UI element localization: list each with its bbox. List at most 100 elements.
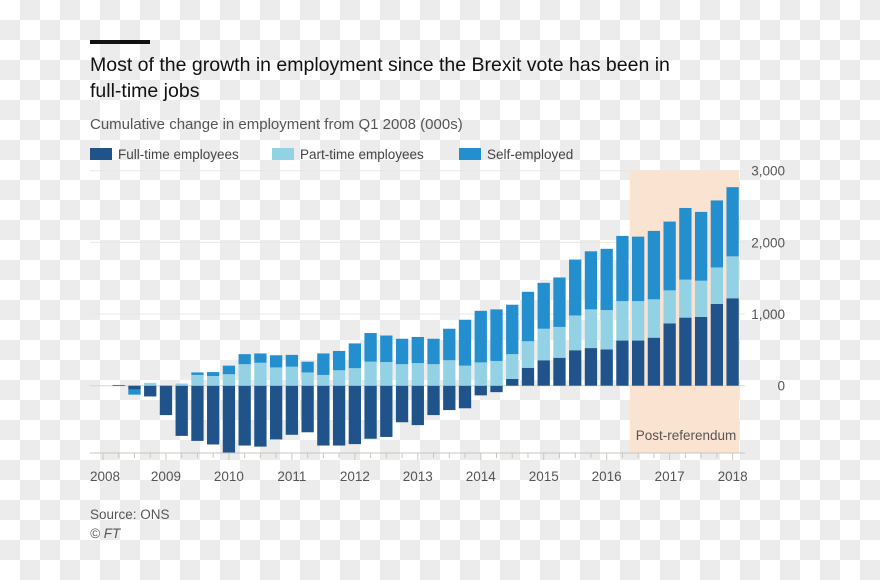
bar-segment-self-employed <box>411 336 424 364</box>
bar-segment-part-time-employees <box>490 360 503 386</box>
bar-segment-full-time-employees <box>238 385 251 446</box>
bar-segment-self-employed <box>647 230 661 300</box>
bar-segment-full-time-employees <box>679 317 692 386</box>
bar-segment-full-time-employees <box>584 348 598 386</box>
bar-segment-self-employed <box>317 353 330 375</box>
bar-segment-part-time-employees <box>521 341 535 368</box>
bar-segment-part-time-employees <box>584 309 598 349</box>
bar-segment-part-time-employees <box>553 326 566 358</box>
bar-segment-self-employed <box>694 211 708 281</box>
bar-segment-part-time-employees <box>222 374 236 386</box>
bar-segment-full-time-employees <box>427 385 440 416</box>
bar-segment-full-time-employees <box>112 384 125 386</box>
y-tick-label: 0 <box>777 379 785 394</box>
bar-segment-part-time-employees <box>348 368 361 386</box>
bar-segment-self-employed <box>458 319 472 366</box>
bar-segment-full-time-employees <box>332 385 346 446</box>
bar-segment-self-employed <box>553 277 566 327</box>
bar-segment-self-employed <box>521 291 535 342</box>
y-tick-label: 1,000 <box>751 307 785 322</box>
bar-segment-full-time-employees <box>443 385 456 411</box>
bar-segment-self-employed <box>128 389 141 395</box>
bar-segment-part-time-employees <box>191 374 204 386</box>
bar-segment-full-time-employees <box>521 367 535 386</box>
x-tick-label: 2018 <box>718 469 748 484</box>
bar-segment-part-time-employees <box>537 328 550 361</box>
bar-segment-part-time-employees <box>269 367 283 386</box>
bar-segment-self-employed <box>269 355 283 368</box>
bar-segment-full-time-employees <box>191 385 204 441</box>
bar-segment-part-time-employees <box>632 301 645 341</box>
bar-segment-full-time-employees <box>458 385 472 409</box>
bar-segment-full-time-employees <box>726 298 739 386</box>
bar-segment-part-time-employees <box>317 374 330 386</box>
bar-segment-part-time-employees <box>647 299 661 338</box>
bar-segment-full-time-employees <box>269 385 283 440</box>
bar-segment-full-time-employees <box>647 337 661 386</box>
bar-segment-part-time-employees <box>254 362 267 386</box>
bar-segment-part-time-employees <box>616 301 629 341</box>
bar-segment-full-time-employees <box>222 385 236 453</box>
bar-segment-part-time-employees <box>411 363 424 386</box>
bar-segment-full-time-employees <box>411 385 424 426</box>
title-accent-bar <box>90 40 150 44</box>
bar-segment-self-employed <box>395 338 409 365</box>
bar-segment-self-employed <box>254 353 267 363</box>
bar-segment-part-time-employees <box>726 256 739 299</box>
bar-segment-part-time-employees <box>380 362 393 386</box>
bar-segment-self-employed <box>332 350 346 371</box>
ft-credit: © FT <box>90 526 122 541</box>
bar-segment-full-time-employees <box>537 360 550 386</box>
bar-segment-self-employed <box>348 343 361 369</box>
bar-segment-full-time-employees <box>663 323 676 386</box>
legend-label-full-time: Full-time employees <box>118 147 239 162</box>
bar-segment-self-employed <box>710 200 724 268</box>
bar-segment-self-employed <box>490 309 503 361</box>
bar-segment-part-time-employees <box>600 310 613 350</box>
bar-segment-part-time-employees <box>144 382 157 386</box>
bar-segment-full-time-employees <box>506 378 519 386</box>
bar-segment-part-time-employees <box>332 370 346 386</box>
bar-segment-full-time-employees <box>207 385 220 445</box>
bar-segment-self-employed <box>616 235 629 302</box>
bar-segment-self-employed <box>191 372 204 375</box>
bar-segment-full-time-employees <box>395 385 409 423</box>
bar-segment-part-time-employees <box>458 365 472 386</box>
chart-subtitle: Cumulative change in employment from Q1 … <box>90 116 463 133</box>
bar-segment-self-employed <box>364 333 377 362</box>
x-tick-label: 2008 <box>90 469 120 484</box>
x-tick-label: 2011 <box>277 469 306 484</box>
x-tick-label: 2014 <box>466 469 497 484</box>
bar-segment-part-time-employees <box>443 360 456 386</box>
bar-segment-part-time-employees <box>285 366 299 386</box>
bar-segment-full-time-employees <box>317 385 330 446</box>
bar-segment-full-time-employees <box>632 340 645 386</box>
bar-segment-self-employed <box>222 365 236 375</box>
x-tick-label: 2015 <box>529 469 559 484</box>
bar-segment-full-time-employees <box>128 385 141 390</box>
bar-segment-self-employed <box>600 248 613 311</box>
legend-label-self-employed: Self-employed <box>487 147 573 162</box>
bar-segment-full-time-employees <box>285 385 299 435</box>
x-tick-label: 2013 <box>403 469 433 484</box>
bar-segment-part-time-employees <box>395 364 409 386</box>
bar-segment-self-employed <box>238 354 251 365</box>
bar-segment-full-time-employees <box>553 357 566 386</box>
chart-title-line-2: full-time jobs <box>90 80 200 102</box>
y-tick-label: 3,000 <box>751 164 785 179</box>
bar-segment-full-time-employees <box>159 385 173 416</box>
x-tick-label: 2009 <box>151 469 181 484</box>
bar-segment-full-time-employees <box>710 303 724 386</box>
bar-segment-full-time-employees <box>175 385 188 436</box>
x-tick-label: 2017 <box>655 469 685 484</box>
legend-swatch-self-employed <box>459 148 481 160</box>
x-tick-label: 2012 <box>340 469 370 484</box>
bar-segment-self-employed <box>632 236 645 302</box>
bar-segment-full-time-employees <box>364 385 377 439</box>
bar-segment-full-time-employees <box>474 385 487 396</box>
bar-segment-part-time-employees <box>506 354 519 379</box>
bar-segment-full-time-employees <box>616 340 629 386</box>
bar-segment-self-employed <box>663 221 676 291</box>
bar-segment-self-employed <box>301 361 314 373</box>
